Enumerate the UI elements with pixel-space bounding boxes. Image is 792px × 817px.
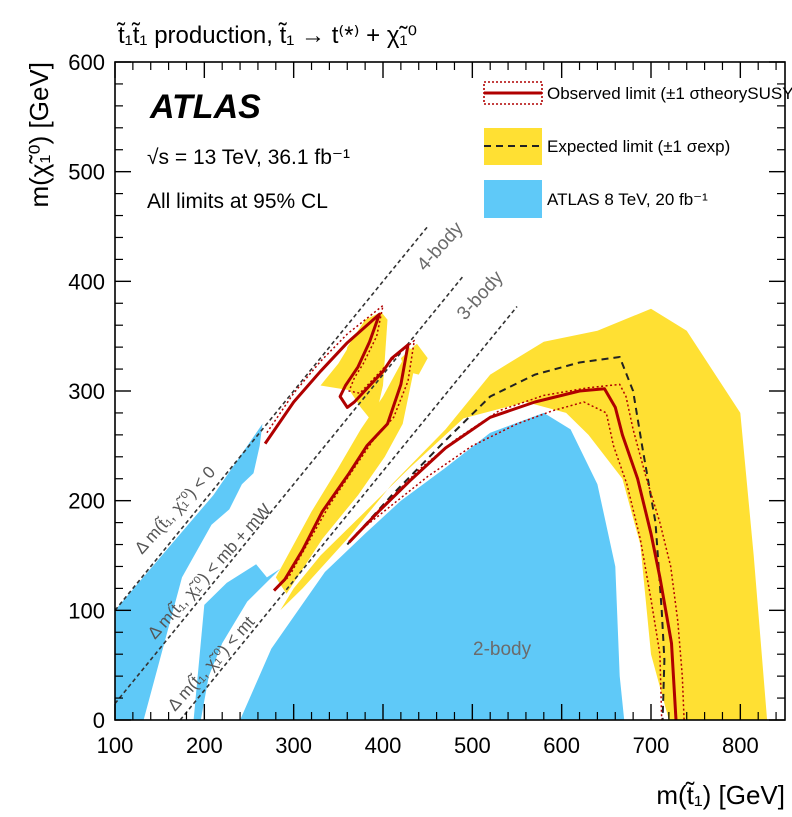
kinematic-boundaries [115,225,518,720]
y-tick-label: 600 [68,50,105,75]
x-tick-label: 100 [97,733,134,758]
legend-previous-swatch [484,180,542,218]
boundary-line-2 [179,306,518,720]
region-label-4-body: 4-body [413,218,468,276]
x-axis-label: m(t̃₁) [GeV] [656,780,785,810]
legend: Observed limit (±1 σtheorySUSY) Expected… [483,81,792,218]
observed-theory-band-line-6 [355,401,663,720]
y-tick-label: 200 [68,489,105,514]
observed-theory-band-line-7 [266,304,416,588]
limit-contours [263,304,685,720]
expected-limit-line [346,356,666,720]
legend-observed-label: Observed limit (±1 σtheorySUSY) [547,84,792,103]
cl-label: All limits at 95% CL [147,190,328,213]
legend-previous-label: ATLAS 8 TeV, 20 fb⁻¹ [547,190,708,209]
x-tick-label: 400 [365,733,402,758]
x-tick-label: 600 [543,733,580,758]
energy-label: √s = 13 TeV, 36.1 fb⁻¹ [147,146,350,169]
x-tick-label: 500 [454,733,491,758]
x-tick-label: 200 [186,733,223,758]
x-tick-label: 800 [722,733,759,758]
boundary-line-0 [115,225,429,611]
expected-band-region-1 [320,314,379,402]
y-tick-label: 300 [68,379,105,404]
y-tick-label: 400 [68,269,105,294]
legend-expected-label: Expected limit (±1 σexp) [547,137,730,156]
y-tick-label: 500 [68,160,105,185]
y-tick-label: 0 [93,708,105,733]
observed-limit-line-3 [263,312,410,592]
atlas-8tev-region-2 [240,412,625,720]
expected-band-region-4 [280,308,768,720]
x-tick-label: 700 [633,733,670,758]
observed-theory-band-line-5 [351,383,685,720]
atlas-8tev-region-0 [115,423,263,720]
atlas-8tev-region-1 [193,564,281,720]
chart-title: t̃₁t̃₁ production, t̃₁ → t⁽*⁾ + χ̃₁⁰ [116,22,417,49]
region-label-3-body: 3-body [453,267,508,325]
boundary-line-1 [115,275,465,705]
y-tick-label: 100 [68,598,105,623]
atlas-label: ATLAS [149,88,261,126]
region-label-2-body: 2-body [473,639,532,660]
x-tick-label: 300 [275,733,312,758]
axis-ticks: 100 200 300 400 500 600 700 8000100200300400500… [68,50,785,758]
observed-limit-line-4 [348,387,678,720]
y-axis-label: m(χ̃₁⁰) [GeV] [24,62,54,208]
